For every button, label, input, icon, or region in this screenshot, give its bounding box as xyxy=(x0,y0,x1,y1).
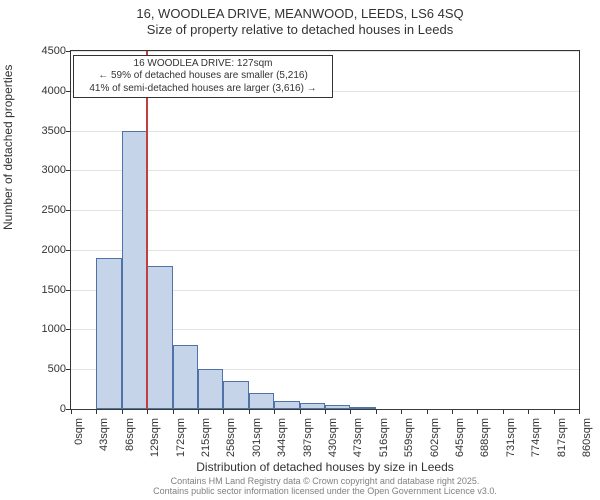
histogram-bar xyxy=(173,345,198,409)
x-tick-label: 645sqm xyxy=(454,418,466,468)
x-tick-label: 473sqm xyxy=(352,418,364,468)
x-tick-mark xyxy=(71,410,72,414)
y-tick-label: 2500 xyxy=(6,204,66,216)
title-line-2: Size of property relative to detached ho… xyxy=(0,22,600,37)
y-tick-mark xyxy=(66,131,70,132)
x-tick-label: 0sqm xyxy=(73,418,85,468)
x-tick-mark xyxy=(147,410,148,414)
plot-area: 16 WOODLEA DRIVE: 127sqm← 59% of detache… xyxy=(70,50,580,410)
x-tick-mark xyxy=(427,410,428,414)
x-tick-mark xyxy=(249,410,250,414)
histogram-bar xyxy=(350,407,375,409)
y-tick-label: 4000 xyxy=(6,85,66,97)
title-line-1: 16, WOODLEA DRIVE, MEANWOOD, LEEDS, LS6 … xyxy=(0,6,600,21)
x-tick-label: 301sqm xyxy=(251,418,263,468)
annotation-box: 16 WOODLEA DRIVE: 127sqm← 59% of detache… xyxy=(73,55,333,99)
chart-root: 16, WOODLEA DRIVE, MEANWOOD, LEEDS, LS6 … xyxy=(0,0,600,500)
y-tick-mark xyxy=(66,51,70,52)
y-tick-label: 4500 xyxy=(6,45,66,57)
x-tick-mark xyxy=(376,410,377,414)
x-tick-label: 688sqm xyxy=(479,418,491,468)
x-tick-label: 516sqm xyxy=(378,418,390,468)
x-tick-mark xyxy=(452,410,453,414)
histogram-bar xyxy=(223,381,248,409)
histogram-bar xyxy=(122,131,147,409)
y-tick-mark xyxy=(66,290,70,291)
x-tick-label: 731sqm xyxy=(505,418,517,468)
x-tick-mark xyxy=(223,410,224,414)
x-tick-label: 559sqm xyxy=(403,418,415,468)
x-tick-mark xyxy=(325,410,326,414)
x-tick-mark xyxy=(173,410,174,414)
histogram-bar xyxy=(147,266,172,409)
chart-footer: Contains HM Land Registry data © Crown c… xyxy=(70,476,580,497)
plot-inner: 16 WOODLEA DRIVE: 127sqm← 59% of detache… xyxy=(71,51,579,409)
x-tick-label: 430sqm xyxy=(327,418,339,468)
x-tick-mark xyxy=(300,410,301,414)
x-axis-label: Distribution of detached houses by size … xyxy=(70,460,580,474)
x-tick-mark xyxy=(401,410,402,414)
histogram-bar xyxy=(96,258,121,409)
x-tick-label: 215sqm xyxy=(200,418,212,468)
x-tick-mark xyxy=(554,410,555,414)
y-tick-mark xyxy=(66,210,70,211)
x-tick-mark xyxy=(198,410,199,414)
x-tick-mark xyxy=(503,410,504,414)
histogram-bar xyxy=(300,403,325,409)
x-tick-mark xyxy=(122,410,123,414)
x-tick-mark xyxy=(274,410,275,414)
y-tick-label: 3500 xyxy=(6,125,66,137)
chart-title: 16, WOODLEA DRIVE, MEANWOOD, LEEDS, LS6 … xyxy=(0,6,600,37)
annotation-line-2: ← 59% of detached houses are smaller (5,… xyxy=(78,70,328,83)
y-tick-mark xyxy=(66,369,70,370)
y-tick-mark xyxy=(66,250,70,251)
y-tick-mark xyxy=(66,170,70,171)
x-tick-label: 344sqm xyxy=(276,418,288,468)
histogram-bar xyxy=(274,401,299,409)
annotation-line-3: 41% of semi-detached houses are larger (… xyxy=(78,83,328,96)
x-tick-mark xyxy=(350,410,351,414)
annotation-line-1: 16 WOODLEA DRIVE: 127sqm xyxy=(78,58,328,71)
y-tick-label: 0 xyxy=(6,403,66,415)
x-tick-label: 774sqm xyxy=(530,418,542,468)
x-tick-label: 86sqm xyxy=(124,418,136,468)
x-tick-label: 258sqm xyxy=(225,418,237,468)
x-tick-mark xyxy=(528,410,529,414)
y-tick-mark xyxy=(66,91,70,92)
histogram-bar xyxy=(249,393,274,409)
y-tick-label: 2000 xyxy=(6,244,66,256)
x-tick-label: 172sqm xyxy=(175,418,187,468)
y-tick-mark xyxy=(66,409,70,410)
x-tick-label: 860sqm xyxy=(581,418,593,468)
y-tick-mark xyxy=(66,329,70,330)
footer-line-1: Contains HM Land Registry data © Crown c… xyxy=(70,476,580,486)
x-tick-mark xyxy=(477,410,478,414)
y-tick-label: 1500 xyxy=(6,284,66,296)
x-tick-label: 129sqm xyxy=(149,418,161,468)
histogram-bar xyxy=(198,369,223,409)
x-tick-label: 817sqm xyxy=(556,418,568,468)
reference-line xyxy=(146,51,148,409)
y-tick-label: 1000 xyxy=(6,323,66,335)
y-tick-label: 3000 xyxy=(6,164,66,176)
y-tick-label: 500 xyxy=(6,363,66,375)
x-tick-label: 387sqm xyxy=(302,418,314,468)
x-tick-label: 43sqm xyxy=(98,418,110,468)
footer-line-2: Contains public sector information licen… xyxy=(70,486,580,496)
x-tick-mark xyxy=(96,410,97,414)
x-tick-label: 602sqm xyxy=(429,418,441,468)
x-tick-mark xyxy=(579,410,580,414)
histogram-bar xyxy=(325,405,350,409)
